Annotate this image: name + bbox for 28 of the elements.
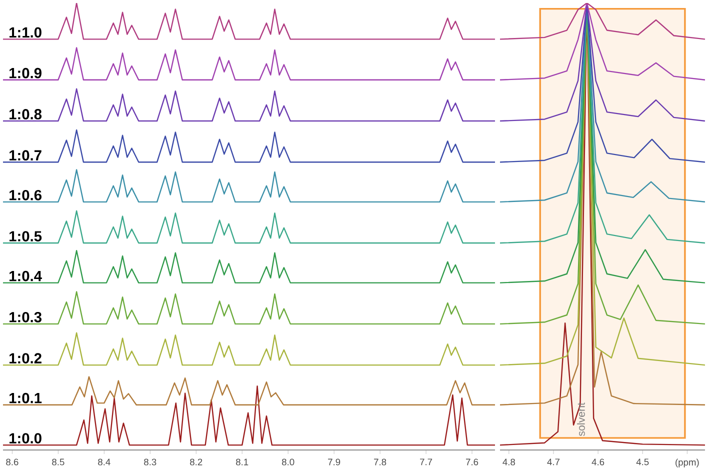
x-tick-label: 8.0	[282, 458, 294, 466]
series-label: 1:0.4	[10, 270, 42, 282]
x-tick-label: (ppm)	[676, 458, 699, 468]
x-tick-label: 8.2	[190, 458, 202, 466]
x-tick-label: 4.5	[636, 458, 649, 466]
x-tick-label: 8.6	[6, 458, 18, 466]
x-tick-label: 8.4	[98, 458, 110, 466]
x-tick-label: 7.6	[466, 458, 478, 466]
x-tick-label: 4.8	[502, 458, 516, 466]
series-label: 1:0.7	[10, 150, 42, 161]
series-label: 1:1.0	[10, 27, 42, 38]
series-label: 1:0.6	[10, 190, 42, 200]
series-label: 1:0.3	[10, 312, 42, 322]
series-label: 1:0.1	[10, 392, 42, 404]
x-tick-label: 7.8	[374, 458, 386, 466]
x-tick-label: 7.9	[328, 458, 340, 466]
x-tick-label: 8.3	[144, 458, 156, 466]
x-tick-label: 8.5	[52, 458, 64, 466]
annotation: solvent	[577, 402, 585, 436]
series-label: 1:0.9	[10, 68, 42, 78]
x-tick-label: 4.7	[547, 458, 560, 466]
series-label: 1:0.5	[10, 231, 42, 242]
x-tick-label: 4.6	[592, 458, 604, 466]
x-tick-label: 8.1	[236, 458, 248, 466]
x-tick-label: 7.7	[420, 458, 432, 466]
series-label: 1:0.0	[10, 433, 42, 444]
series-label: 1:0.8	[10, 109, 42, 120]
series-label: 1:0.2	[10, 353, 42, 364]
